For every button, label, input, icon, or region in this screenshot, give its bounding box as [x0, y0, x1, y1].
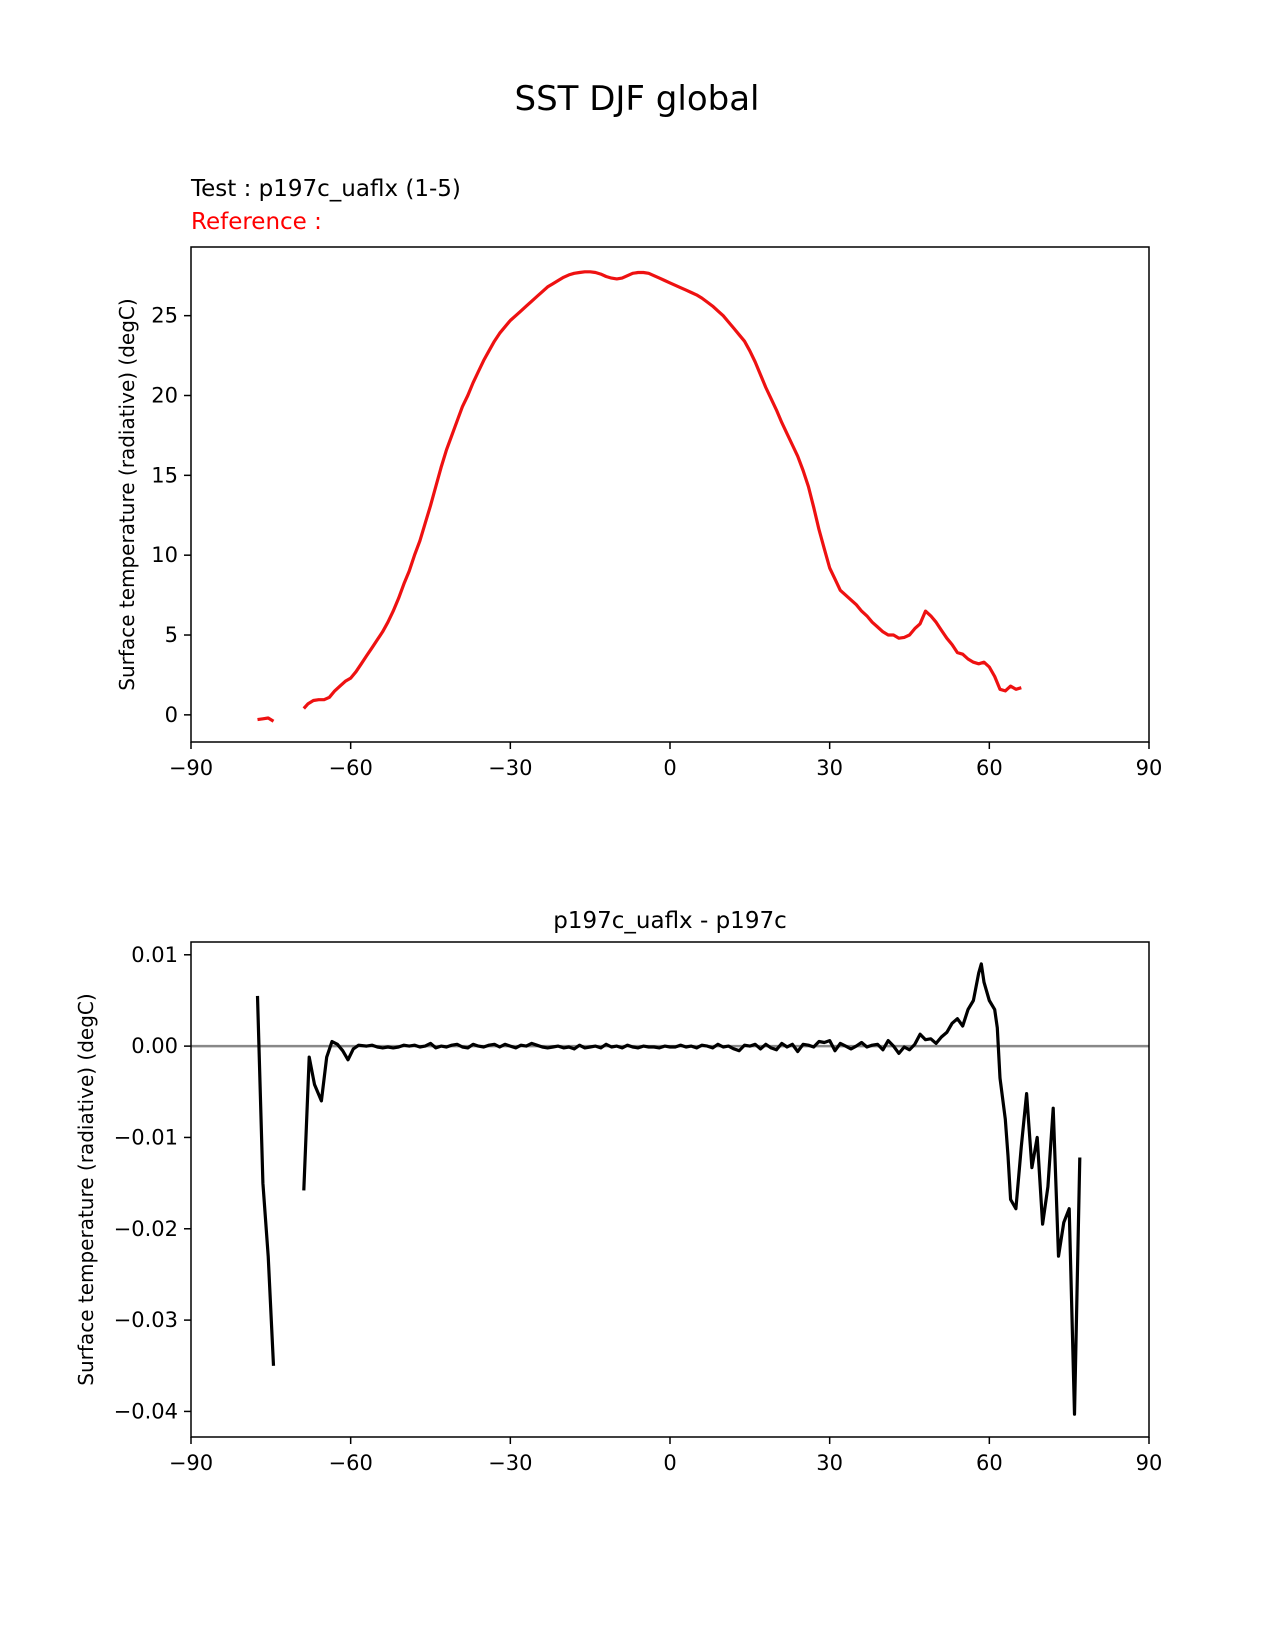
x-tick-label: −90 — [169, 756, 213, 780]
y-tick-label: 20 — [151, 384, 178, 408]
series-line — [302, 962, 1082, 1416]
x-tick-label: −30 — [488, 1451, 532, 1475]
x-tick-label: −30 — [488, 756, 532, 780]
x-tick-label: 90 — [1136, 756, 1163, 780]
series-line — [255, 995, 276, 1366]
y-tick-label: 0.01 — [131, 943, 178, 967]
figure-title: SST DJF global — [514, 79, 759, 119]
y-tick-label: 10 — [151, 543, 178, 567]
y-axis-label: Surface temperature (radiative) (degC) — [115, 298, 139, 690]
y-tick-label: 0.00 — [131, 1034, 178, 1058]
y-tick-label: 0 — [165, 703, 178, 727]
series-line — [257, 716, 275, 723]
x-tick-label: 30 — [816, 756, 843, 780]
y-tick-label: −0.04 — [114, 1399, 178, 1423]
x-tick-label: 60 — [976, 1451, 1003, 1475]
y-tick-label: −0.03 — [114, 1308, 178, 1332]
chart-title-line: Test : p197c_uaflx (1-5) — [190, 176, 461, 202]
y-tick-label: 15 — [151, 463, 178, 487]
chart-title-line: Reference : — [191, 209, 322, 235]
y-axis-label: Surface temperature (radiative) (degC) — [74, 993, 98, 1385]
x-tick-label: −90 — [169, 1451, 213, 1475]
axes-frame — [190, 941, 1150, 1438]
y-tick-label: 5 — [165, 623, 178, 647]
y-tick-label: −0.02 — [114, 1217, 178, 1241]
x-tick-label: 60 — [976, 756, 1003, 780]
x-tick-label: 90 — [1136, 1451, 1163, 1475]
axes-frame — [190, 246, 1150, 743]
bottom-panel: p197c_uaflx - p197c −90 −60 −30 0 30 60 90 0.01 0… — [74, 908, 1162, 1475]
chart-title: p197c_uaflx - p197c — [553, 908, 786, 934]
x-tick-label: −60 — [329, 756, 373, 780]
y-tick-label: 25 — [151, 304, 178, 328]
x-tick-label: 0 — [663, 1451, 676, 1475]
top-panel: Test : p197c_uaflx (1-5) Reference : −90 −6… — [115, 176, 1162, 780]
y-tick-label: −0.01 — [114, 1125, 178, 1149]
series-line — [302, 270, 1022, 710]
x-tick-label: −60 — [329, 1451, 373, 1475]
x-tick-label: 0 — [663, 756, 676, 780]
x-tick-label: 30 — [816, 1451, 843, 1475]
